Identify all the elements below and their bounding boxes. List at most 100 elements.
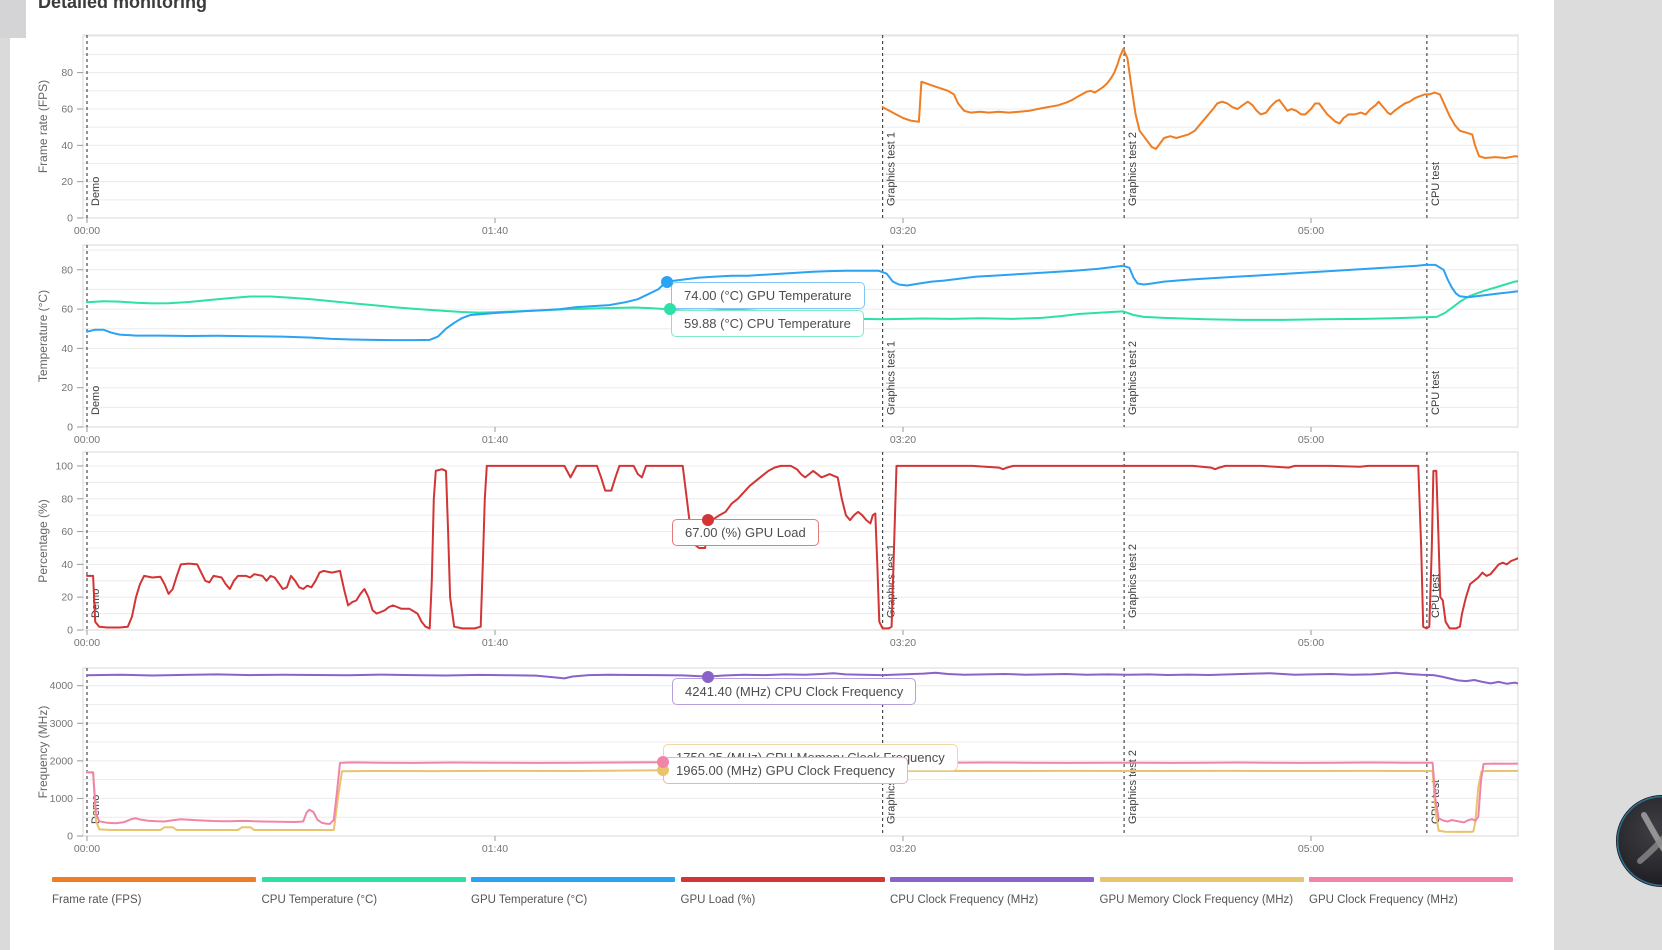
y-tick-label: 0: [67, 625, 73, 637]
x-tick-label: 00:00: [74, 225, 100, 237]
phase-marker-label: Graphics test 2: [1127, 750, 1139, 824]
percentage-chart[interactable]: 0 20 40 60 80 100 00:00 01:40 03:20 05:00 Percenta…: [36, 451, 1522, 649]
y-tick-label: 40: [61, 559, 73, 571]
phase-marker-label: Graphics test 1: [886, 341, 898, 415]
phase-marker-label: Demo: [90, 589, 102, 618]
y-axis-title: Temperature (°C): [36, 290, 50, 382]
window-corner-block: [0, 0, 26, 38]
legend-item[interactable]: CPU Temperature (°C): [261, 877, 466, 906]
x-tick-label: 00:00: [74, 843, 100, 855]
legend-item[interactable]: GPU Clock Frequency (MHz): [1309, 877, 1513, 906]
legend-label: CPU Clock Frequency (MHz): [890, 894, 1039, 906]
page-title: Detailed monitoring: [38, 0, 208, 12]
legend-label: GPU Clock Frequency (MHz): [1309, 894, 1458, 906]
y-tick-label: 60: [61, 526, 73, 538]
x-tick-label: 00:00: [74, 434, 100, 446]
legend-label: GPU Temperature (°C): [471, 894, 588, 906]
x-tick-label: 05:00: [1298, 637, 1324, 649]
gpu-clock-frequency-mhz-series: [86, 761, 1518, 825]
phase-marker-label: CPU test: [1430, 162, 1442, 206]
legend-item[interactable]: GPU Temperature (°C): [471, 877, 675, 906]
legend-label: CPU Temperature (°C): [261, 894, 378, 906]
window-right-margin: [1554, 0, 1662, 950]
y-tick-label: 60: [61, 304, 73, 316]
x-tick-label: 01:40: [482, 843, 508, 855]
phase-marker-label: Graphics test 1: [886, 132, 898, 206]
value-tooltip: 1965.00 (MHz) GPU Clock Frequency: [663, 757, 908, 784]
y-tick-label: 40: [61, 343, 73, 355]
y-tick-label: 80: [61, 493, 73, 505]
y-tick-label: 0: [67, 422, 73, 434]
legend-label: Frame rate (FPS): [52, 894, 142, 906]
legend-color-bar: [52, 877, 256, 882]
plot-border: [82, 34, 1519, 219]
legend-item[interactable]: GPU Load (%): [680, 877, 885, 906]
x-tick-label: 05:00: [1298, 434, 1324, 446]
pinned-value-dot: [661, 275, 674, 288]
pinned-value-dot: [657, 756, 670, 769]
frame-rate-fps-series: [881, 48, 1518, 159]
x-tick-label: 05:00: [1298, 843, 1324, 855]
temperature-chart[interactable]: 0 20 40 60 80 00:00 01:40 03:20 05:00 Temperature…: [36, 244, 1522, 446]
plot-border: [82, 667, 1519, 837]
pinned-value-dot: [664, 303, 677, 316]
phase-marker-label: Graphics test 2: [1127, 132, 1139, 206]
y-tick-label: 80: [61, 264, 73, 276]
value-tooltip: 59.88 (°C) CPU Temperature: [671, 310, 864, 337]
y-tick-label: 100: [55, 460, 73, 472]
legend-label: GPU Load (%): [680, 894, 756, 906]
plot-border: [82, 451, 1519, 631]
phase-marker-label: Graphics test 1: [886, 544, 898, 618]
phase-marker-label: Demo: [90, 177, 102, 206]
y-axis-title: Frequency (MHz): [36, 706, 50, 799]
y-axis-title: Percentage (%): [36, 499, 50, 582]
y-tick-label: 20: [61, 176, 73, 188]
y-tick-label: 20: [61, 592, 73, 604]
x-tick-label: 00:00: [74, 637, 100, 649]
legend-item[interactable]: GPU Memory Clock Frequency (MHz): [1099, 877, 1304, 906]
x-tick-label: 03:20: [890, 843, 916, 855]
y-tick-label: 2000: [50, 755, 74, 767]
x-tick-label: 01:40: [482, 434, 508, 446]
gpu-temperature-c-series: [86, 263, 1518, 342]
y-tick-label: 3000: [50, 718, 74, 730]
y-tick-label: 0: [67, 213, 73, 225]
legend-color-bar: [1309, 877, 1513, 882]
legend-label: GPU Memory Clock Frequency (MHz): [1099, 894, 1294, 906]
value-tooltip: 67.00 (%) GPU Load: [672, 519, 819, 546]
x-tick-label: 03:20: [890, 637, 916, 649]
legend-item[interactable]: Frame rate (FPS): [52, 877, 256, 906]
phase-marker-label: CPU test: [1430, 574, 1442, 618]
value-tooltip: 74.00 (°C) GPU Temperature: [671, 282, 865, 309]
cpu-clock-frequency-mhz-series: [86, 671, 1518, 685]
legend-color-bar: [471, 877, 675, 882]
pinned-value-dot: [701, 514, 714, 527]
legend-color-bar: [261, 877, 466, 882]
phase-marker-label: Demo: [90, 386, 102, 415]
x-tick-label: 03:20: [890, 225, 916, 237]
x-tick-label: 01:40: [482, 225, 508, 237]
x-tick-label: 01:40: [482, 637, 508, 649]
legend-color-bar: [1099, 877, 1304, 882]
y-tick-label: 1000: [50, 793, 74, 805]
benchmark-logo-icon: [1616, 795, 1662, 887]
y-tick-label: 4000: [50, 680, 74, 692]
window-left-margin: [0, 0, 10, 950]
plot-border: [82, 244, 1519, 428]
phase-marker-label: CPU test: [1430, 371, 1442, 415]
frame-rate-chart[interactable]: 0 20 40 60 80 00:00 01:40 03:20 05:00 Frame rate …: [36, 34, 1522, 237]
y-tick-label: 80: [61, 67, 73, 79]
x-tick-label: 03:20: [890, 434, 916, 446]
phase-marker-label: Graphics test 2: [1127, 341, 1139, 415]
x-tick-label: 05:00: [1298, 225, 1324, 237]
legend-color-bar: [890, 877, 1094, 882]
gpu-load-series: [86, 464, 1518, 630]
legend-item[interactable]: CPU Clock Frequency (MHz): [890, 877, 1094, 906]
overlay-toggle-button[interactable]: [1614, 793, 1662, 889]
y-tick-label: 40: [61, 140, 73, 152]
y-tick-label: 20: [61, 382, 73, 394]
y-axis-title: Frame rate (FPS): [36, 80, 50, 173]
y-tick-label: 60: [61, 103, 73, 115]
